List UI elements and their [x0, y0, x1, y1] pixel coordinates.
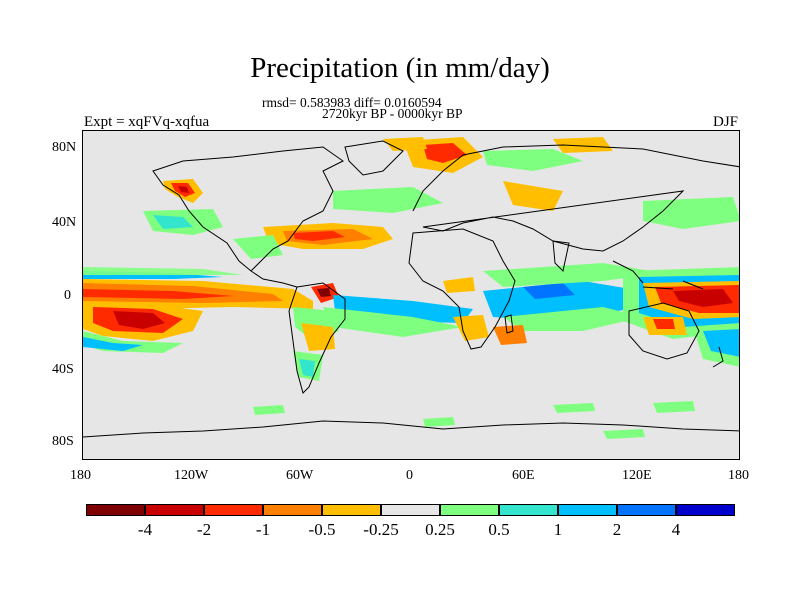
field-east-pacific-core	[83, 289, 233, 299]
coast-madagascar	[504, 314, 514, 334]
map-canvas	[83, 131, 739, 459]
colorbar-cell	[322, 504, 381, 516]
coast-greenland	[344, 140, 404, 176]
field-south-pacific-cyan	[83, 337, 143, 351]
coast-australia	[628, 302, 700, 360]
field-pacific-itcz-green	[83, 267, 243, 275]
field-indian-ocean-green2	[503, 307, 643, 331]
coast-antarctica	[83, 420, 739, 438]
coast-central-america	[250, 270, 298, 288]
field-indian-ocean-green	[483, 263, 663, 287]
precipitation-map	[82, 130, 740, 460]
colorbar-label: 0.25	[425, 520, 455, 539]
colorbar-cell	[617, 504, 676, 516]
field-so-green-5	[423, 417, 455, 427]
field-sa-south-cyan	[299, 359, 315, 377]
coast-se-asia	[612, 260, 704, 290]
map-title: Precipitation (in mm/day)	[250, 52, 550, 84]
field-gulf-green	[233, 235, 283, 259]
field-so-green-2	[653, 401, 695, 413]
field-west-pacific-green	[643, 197, 739, 229]
field-wp-darkred	[673, 289, 733, 307]
x-tick-120e: 120E	[622, 468, 652, 483]
colorbar-label: 4	[671, 520, 681, 539]
coast-africa	[408, 228, 516, 350]
season-label: DJF	[712, 114, 738, 130]
colorbar-cell	[381, 504, 440, 516]
period-subtitle: 2720kyr BP - 0000kyr BP	[322, 106, 463, 121]
y-tick-40n: 40N	[52, 215, 77, 230]
colorbar-label: -0.25	[363, 520, 399, 539]
colorbar-cell	[145, 504, 204, 516]
coast-south-america	[288, 282, 346, 394]
field-nw-pacific-orange	[553, 137, 613, 153]
coastlines	[83, 140, 739, 438]
x-tick-0: 0	[406, 468, 413, 483]
field-so-green-3	[253, 405, 285, 415]
colorbar-cell	[676, 504, 735, 516]
experiment-label: Expt = xqFVq-xqfua	[84, 114, 210, 130]
colorbar-label: 1	[553, 520, 563, 539]
field-tropical-atlantic-green	[323, 307, 463, 337]
field-europe-red	[423, 143, 467, 163]
field-sp-cyan	[703, 329, 739, 357]
x-tick-60e: 60E	[512, 468, 535, 483]
x-tick-120w: 120W	[174, 468, 209, 483]
field-africa-yellow	[443, 277, 475, 293]
y-tick-80n: 80N	[52, 140, 77, 155]
field-indian-ocean-blue	[523, 283, 575, 299]
x-tick-180-left: 180	[70, 468, 91, 483]
field-labrador-orange	[383, 137, 427, 151]
field-madagascar-orange	[493, 325, 527, 345]
stats-subtitle: rmsd= 0.583983 diff= 0.0160594	[262, 95, 442, 110]
y-tick-40s: 40S	[52, 362, 74, 377]
anomaly-fields	[83, 137, 739, 439]
colorbar-label: 0.5	[488, 520, 510, 539]
coast-new-zealand	[712, 346, 724, 368]
coast-india	[552, 240, 570, 273]
x-tick-180-right: 180	[728, 468, 749, 483]
y-tick-0: 0	[64, 288, 71, 303]
colorbar-cell	[204, 504, 263, 516]
field-alaska-darkcore	[178, 186, 189, 193]
field-sa-south-orange	[301, 323, 335, 351]
field-sa-darkred	[317, 288, 331, 297]
colorbar-cell	[499, 504, 558, 516]
field-south-pacific-core	[113, 311, 165, 329]
field-so-green-1	[553, 403, 595, 413]
field-asia-orange	[503, 181, 563, 211]
field-siberia-green	[483, 149, 583, 171]
x-tick-60w: 60W	[286, 468, 314, 483]
colorbar-label: -2	[196, 520, 212, 539]
colorbar-cell	[440, 504, 499, 516]
field-north-atlantic-core	[293, 231, 345, 241]
coast-north-america	[152, 146, 344, 272]
colorbar-label: 2	[612, 520, 622, 539]
colorbar-cell	[558, 504, 617, 516]
field-north-pacific-cyan	[153, 215, 193, 229]
y-tick-80s: 80S	[52, 434, 74, 449]
colorbar-label: -1	[255, 520, 271, 539]
colorbar-label: -4	[137, 520, 153, 539]
field-so-green-4	[603, 429, 645, 439]
colorbar-label: -0.5	[308, 520, 336, 539]
colorbar-cell	[263, 504, 322, 516]
coast-eurasia	[412, 144, 739, 252]
colorbar-cell	[86, 504, 145, 516]
field-aus-red	[653, 319, 675, 329]
field-africa-orange	[453, 315, 489, 341]
